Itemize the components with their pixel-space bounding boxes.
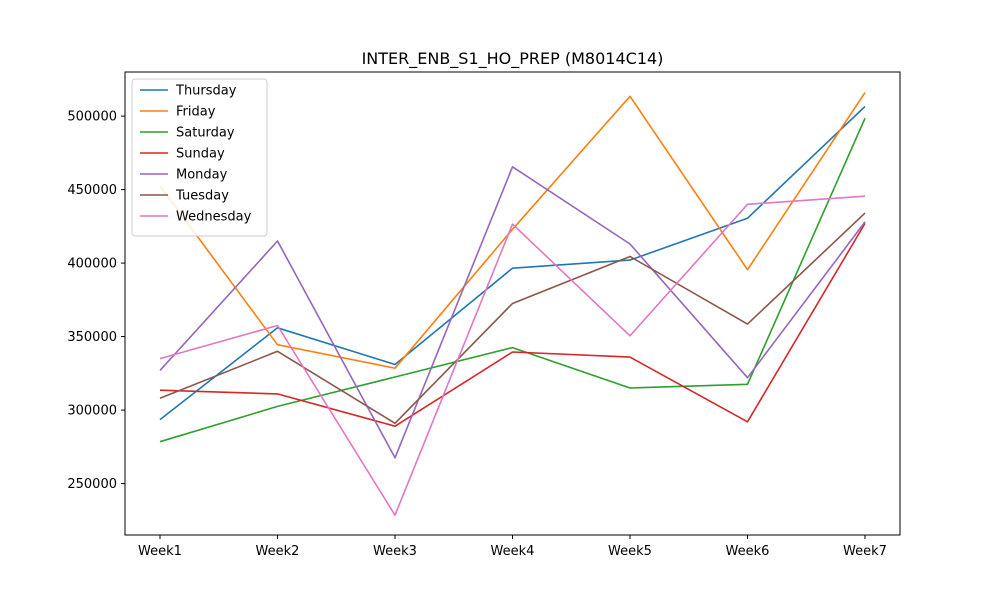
x-tick-label: Week6 xyxy=(726,544,770,559)
x-tick-label: Week2 xyxy=(256,544,300,559)
y-tick-label: 250000 xyxy=(67,477,117,492)
y-tick-label: 350000 xyxy=(67,330,117,345)
legend-box xyxy=(131,78,268,237)
series-line-wednesday xyxy=(159,195,866,517)
y-tick-label: 450000 xyxy=(67,183,117,198)
y-tick-label: 300000 xyxy=(67,404,117,419)
series-line-monday xyxy=(159,166,866,459)
series-line-thursday xyxy=(159,105,866,421)
y-tick-label: 500000 xyxy=(67,110,117,125)
legend-label-tuesday: Tuesday xyxy=(175,189,229,204)
legend-label-monday: Monday xyxy=(176,168,228,183)
x-tick-label: Week4 xyxy=(491,544,535,559)
x-tick-label: Week7 xyxy=(843,544,887,559)
series-line-saturday xyxy=(159,117,866,443)
series-line-sunday xyxy=(159,222,866,428)
chart-title: INTER_ENB_S1_HO_PREP (M8014C14) xyxy=(362,49,664,69)
x-tick-label: Week1 xyxy=(138,544,182,559)
legend-label-wednesday: Wednesday xyxy=(176,210,252,225)
legend-label-friday: Friday xyxy=(176,105,216,120)
legend-label-saturday: Saturday xyxy=(176,126,235,141)
series-line-friday xyxy=(159,92,866,370)
legend-label-thursday: Thursday xyxy=(175,84,237,99)
y-tick-label: 400000 xyxy=(67,257,117,272)
x-tick-label: Week5 xyxy=(608,544,652,559)
legend-label-sunday: Sunday xyxy=(176,147,225,162)
plot-area: Week1 Week2 Week3 Week4 Week5 Week6 Week7 25000… xyxy=(67,71,901,559)
x-tick-label: Week3 xyxy=(373,544,417,559)
series-line-tuesday xyxy=(159,212,866,425)
